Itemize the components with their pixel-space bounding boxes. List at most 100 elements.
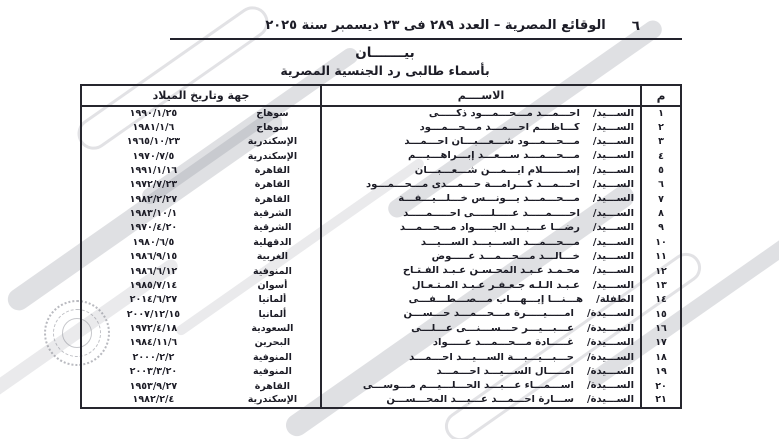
name-cell: الســـيد/ إســـــــلام أيـــمـــن شـــعـ… xyxy=(320,163,641,178)
row-number: ١ xyxy=(658,107,664,119)
applicant-name: حـــبـــيـــبـــة الســـيـــد أحـــمـــد xyxy=(409,352,574,363)
name-cell: الســـيد/ أحـــمـــد كـــرامـــة حـــمــ… xyxy=(320,177,641,193)
name-cell: الســـيد/ أحـــمـــد مـــحـــمـــود ذكــ… xyxy=(320,106,641,121)
name-cell: الســـيد/ مـــحـــمـــد يـــونـــس خـــل… xyxy=(320,192,641,207)
applicant-name: مـــحـــمـــود شـــعـــبـــان أحـــمـــد xyxy=(404,136,580,147)
birth-date: ١٩٨٦/٦/١٢ xyxy=(129,265,178,277)
name-cell: الســـيدة/ آمـــــال الســـيـــد أحـــمـ… xyxy=(320,364,641,380)
row-number-cell: ٤ xyxy=(640,149,682,164)
row-number-cell: ٧ xyxy=(640,192,682,207)
birth-place: البحرين xyxy=(254,337,291,349)
birth-date: ٢٠٠٣/٣/٢٠ xyxy=(129,366,178,378)
birth-date: ١٩٧٢/٧/٢٣ xyxy=(129,179,178,191)
birth-place: أسوان xyxy=(257,279,288,291)
row-number: ١٨ xyxy=(655,351,667,363)
honorific-prefix: الســـيد/ xyxy=(592,122,634,133)
row-number: ٩ xyxy=(658,222,664,234)
row-number-cell: ١٨ xyxy=(640,350,682,365)
birth-cell: الشرقية ١٩٧٠/٤/٢٠ xyxy=(81,221,321,235)
birth-date: ٢٠١٤/٦/٢٧ xyxy=(129,294,178,306)
name-cell: الســـيد/ مـــحـــمـــود شـــعـــبـــان … xyxy=(320,134,641,150)
honorific-prefix: الســـيد/ xyxy=(592,280,634,291)
row-number: ١٥ xyxy=(655,308,667,320)
applicant-name: كـــاظـــم أحـــمـــد مـــحـــمـــود xyxy=(419,122,580,133)
birth-date: ١٩٦٥/١٠/٢٣ xyxy=(126,136,181,148)
honorific-prefix: الســـيدة/ xyxy=(586,381,634,392)
name-cell: الســـيدة/ ســـارة أحـــمـــد عـــبـــد … xyxy=(320,393,641,408)
row-number-cell: ١١ xyxy=(640,249,682,265)
header-row: م الاســــم جهة وتاريخ الميلاد xyxy=(80,84,682,107)
birth-place: الإسكندرية xyxy=(247,150,298,162)
name-cell: الســـيد/ خـــالـــد مـــحـــمـــد عــــ… xyxy=(320,249,641,265)
birth-cell: الدقهلية ١٩٨٠/٦/٥ xyxy=(81,235,321,249)
birth-place: السعودية xyxy=(251,323,294,335)
birth-cell: الإسكندرية ١٩٦٥/١٠/٢٣ xyxy=(81,135,321,149)
table-head: م الاســــم جهة وتاريخ الميلاد xyxy=(80,84,682,107)
birth-place: الشرقية xyxy=(253,222,292,234)
honorific-prefix: الطفلة/ xyxy=(596,295,634,306)
birth-date: ٢٠٠٠/٢/٢ xyxy=(132,351,175,363)
row-number: ٢٠ xyxy=(655,380,667,392)
table-row: ٨ الســـيد/ أحـــــمـــــد عـــــلـــــى… xyxy=(81,206,682,221)
birth-date: ١٩٨١/١/٦ xyxy=(132,121,175,133)
row-number-cell: ١٧ xyxy=(640,336,682,351)
name-cell: الســـيدة/ أمـــــيـــــرة مـــحـــمـــد… xyxy=(320,307,641,322)
birth-date: ١٩٥٣/٩/٢٧ xyxy=(129,380,178,392)
row-number: ٥ xyxy=(658,164,664,176)
honorific-prefix: الســـيدة/ xyxy=(586,395,634,406)
applicant-name: خـــالـــد مـــحـــمـــد عـــــوض xyxy=(431,251,580,262)
birth-date: ١٩٧٠/٤/٢٠ xyxy=(129,222,178,234)
name-cell: الســـيد/ محـمـد عـبـد المحـسـن عـبـد ال… xyxy=(320,264,641,279)
table-row: ٤ الســـيد/ مـــحـــمـــد ســـعـــد إبــ… xyxy=(81,149,682,164)
honorific-prefix: الســـيدة/ xyxy=(586,352,634,363)
name-cell: الســـيد/ مـــحـــمـــد ســـعـــد إبـــر… xyxy=(320,149,641,164)
honorific-prefix: الســـيد/ xyxy=(592,208,634,219)
birth-cell: القاهرة ١٩٨٢/٢/٢٧ xyxy=(81,192,321,206)
birth-place: القاهرة xyxy=(254,380,291,392)
applicant-name: إســـــــلام أيـــمـــن شـــعـــبـــان xyxy=(414,165,580,176)
honorific-prefix: الســـيد/ xyxy=(592,251,634,262)
honorific-prefix: الســـيد/ xyxy=(592,237,634,248)
birth-place: القاهرة xyxy=(254,193,291,205)
row-number-cell: ٢١ xyxy=(640,393,682,408)
table-row: ٩ الســـيد/ رضـــا عـــبـــد الجـــــواد… xyxy=(81,221,682,236)
birth-place: ألمانيا xyxy=(258,308,287,320)
row-number-cell: ٢ xyxy=(640,120,682,135)
header-birth: جهة وتاريخ الميلاد xyxy=(80,84,322,107)
birth-cell: أسوان ١٩٨٥/٧/١٤ xyxy=(81,279,321,293)
birth-cell: الشرقية ١٩٨٣/١٠/١ xyxy=(81,207,321,221)
honorific-prefix: الســـيد/ xyxy=(592,165,634,176)
row-number-cell: ٩ xyxy=(640,221,682,236)
name-cell: الســـيدة/ حـــبـــيـــبـــة الســـيـــد… xyxy=(320,350,641,365)
name-cell: الســـيد/ أحـــــمـــــد عـــــلـــــى أ… xyxy=(320,206,641,221)
birth-date: ٢٠٠٧/١٢/١٥ xyxy=(126,308,181,320)
birth-date: ١٩٩١/١/١٦ xyxy=(129,164,178,176)
birth-place: الغربية xyxy=(256,251,289,263)
row-number-cell: ٢٠ xyxy=(640,379,682,394)
row-number: ١٢ xyxy=(655,265,667,277)
row-number: ٧ xyxy=(658,193,664,205)
row-number-cell: ٥ xyxy=(640,163,682,178)
applicant-name: محـمـد عـبـد المحـسـن عـبـد الفـتـاح xyxy=(402,266,580,277)
birth-cell: سوهاج ١٩٨١/١/٦ xyxy=(81,120,321,134)
table-row: ١٨ الســـيدة/ حـــبـــيـــبـــة الســـيـ… xyxy=(81,350,682,365)
applicant-name: أحـــمـــد كـــرامـــة حـــمـــدى مـــحـ… xyxy=(365,180,580,191)
honorific-prefix: الســـيد/ xyxy=(592,108,634,119)
honorific-prefix: الســـيدة/ xyxy=(586,338,634,349)
table-row: ٢١ الســـيدة/ ســـارة أحـــمـــد عـــبــ… xyxy=(81,393,682,408)
table-row: ١٣ الســـيد/ عـبـد الـلـه جـعـفـر عـبـد … xyxy=(81,278,682,293)
row-number-cell: ١٦ xyxy=(640,321,682,336)
birth-date: ١٩٨٦/٩/١٥ xyxy=(129,251,178,263)
birth-date: ١٩٨٥/٧/١٤ xyxy=(129,279,178,291)
table-row: ٦ الســـيد/ أحـــمـــد كـــرامـــة حـــم… xyxy=(81,177,682,193)
birth-place: المنوفية xyxy=(252,265,292,277)
row-number: ٣ xyxy=(658,136,664,148)
row-number-cell: ١٤ xyxy=(640,292,682,308)
birth-place: سوهاج xyxy=(256,121,289,133)
table-row: ١٢ الســـيد/ محـمـد عـبـد المحـسـن عـبـد… xyxy=(81,264,682,279)
table-row: ٧ الســـيد/ مـــحـــمـــد يـــونـــس خــ… xyxy=(81,192,682,207)
birth-date: ١٩٨٣/١٠/١ xyxy=(129,208,178,220)
table-row: ٣ الســـيد/ مـــحـــمـــود شـــعـــبـــا… xyxy=(81,134,682,150)
table-row: ١٤ الطفلة/ هـــنـــا إيـــهـــاب مـــصــ… xyxy=(81,292,682,308)
